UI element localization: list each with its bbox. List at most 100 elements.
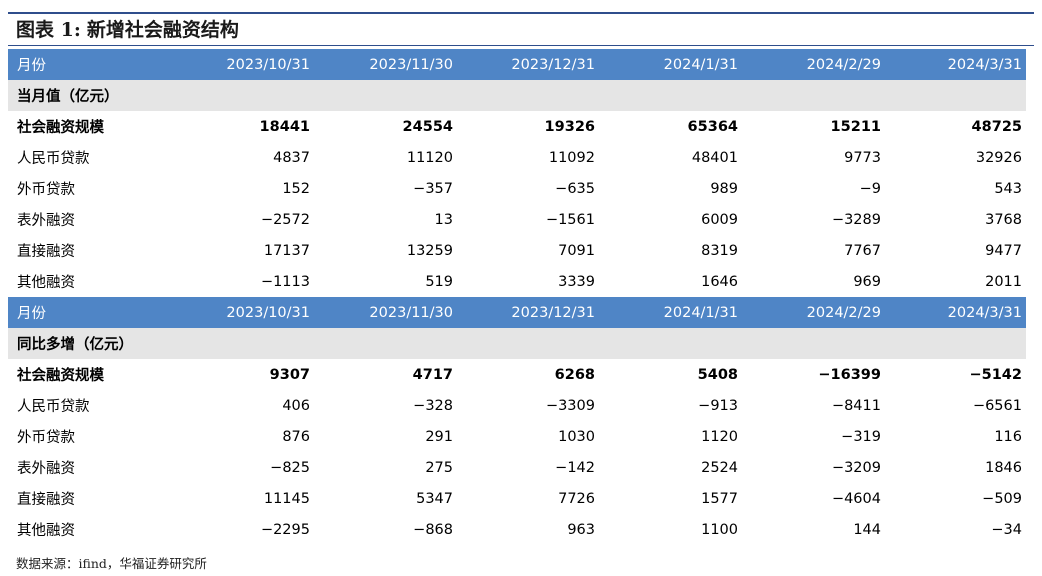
table-cell: 5347: [416, 490, 453, 507]
table-cell: −868: [413, 521, 453, 538]
header-label: 月份: [8, 49, 176, 80]
table-cell: −319: [841, 428, 881, 445]
table-cell: 8319: [701, 242, 738, 259]
column-header: 2024/2/29: [742, 49, 885, 80]
group-label: 当月值（亿元）: [8, 80, 1026, 111]
table-cell: 48401: [691, 149, 738, 166]
column-header: 2023/12/31: [457, 297, 599, 328]
table-cell: 3339: [558, 273, 595, 290]
header-label: 月份: [8, 297, 176, 328]
table-cell: −16399: [818, 366, 881, 383]
table-cell: −913: [698, 397, 738, 414]
table-cell: 9773: [844, 149, 881, 166]
table-cell: 963: [567, 521, 595, 538]
table-cell: 11092: [548, 149, 595, 166]
table-cell: 1120: [701, 428, 738, 445]
table-cell: 1846: [985, 459, 1022, 476]
column-header: 2024/1/31: [599, 297, 742, 328]
row-label: 社会融资规模: [17, 368, 104, 384]
row-label: 外币贷款: [17, 430, 75, 446]
table-cell: 24554: [402, 118, 453, 135]
table-cell: −2295: [260, 521, 310, 538]
table-cell: −4604: [831, 490, 881, 507]
table-cell: 6268: [554, 366, 595, 383]
row-label: 人民币贷款: [17, 399, 90, 415]
table-cell: 2524: [701, 459, 738, 476]
table-cell: 1030: [558, 428, 595, 445]
table-cell: 3768: [985, 211, 1022, 228]
table-cell: 1100: [701, 521, 738, 538]
social-financing-table: 月份 2023/10/31 2023/11/30 2023/12/31 2024/1/3…: [8, 49, 1026, 545]
table-row: 外币贷款 876 291 1030 1120 −319 116: [8, 421, 1026, 452]
total-row: 社会融资规模 9307 4717 6268 5408 −16399 −5142: [8, 359, 1026, 390]
row-label: 表外融资: [17, 461, 75, 477]
column-header: 2023/10/31: [176, 297, 314, 328]
table-cell: 1646: [701, 273, 738, 290]
total-row: 社会融资规模 18441 24554 19326 65364 15211 48725: [8, 111, 1026, 142]
table-cell: 7767: [844, 242, 881, 259]
table-cell: −825: [270, 459, 310, 476]
table-cell: −5142: [969, 366, 1022, 383]
top-rule: [8, 12, 1034, 14]
table-cell: 18441: [259, 118, 310, 135]
table-cell: 48725: [971, 118, 1022, 135]
table-cell: −635: [555, 180, 595, 197]
table-cell: −357: [413, 180, 453, 197]
table-cell: 4717: [412, 366, 453, 383]
table-row: 表外融资 −2572 13 −1561 6009 −3289 3768: [8, 204, 1026, 235]
table-body: 月份 2023/10/31 2023/11/30 2023/12/31 2024/1/3…: [8, 49, 1026, 545]
table-cell: −6561: [972, 397, 1022, 414]
row-label: 人民币贷款: [17, 151, 90, 167]
table-cell: 17137: [263, 242, 310, 259]
table-cell: 519: [425, 273, 453, 290]
table-row: 直接融资 17137 13259 7091 8319 7767 9477: [8, 235, 1026, 266]
table-cell: −34: [991, 521, 1022, 538]
figure-title-prefix: 图表 1:: [16, 19, 81, 41]
table-cell: 969: [853, 273, 881, 290]
table-cell: −509: [982, 490, 1022, 507]
table-row: 表外融资 −825 275 −142 2524 −3209 1846: [8, 452, 1026, 483]
table-cell: 1577: [701, 490, 738, 507]
header-row: 月份 2023/10/31 2023/11/30 2023/12/31 2024/1/3…: [8, 297, 1026, 328]
table-cell: 9307: [269, 366, 310, 383]
table-cell: −328: [413, 397, 453, 414]
column-header: 2024/2/29: [742, 297, 885, 328]
table-cell: 543: [994, 180, 1022, 197]
table-cell: −142: [555, 459, 595, 476]
table-cell: −3209: [831, 459, 881, 476]
header-row: 月份 2023/10/31 2023/11/30 2023/12/31 2024/1/3…: [8, 49, 1026, 80]
table-cell: 32926: [975, 149, 1022, 166]
row-label: 外币贷款: [17, 182, 75, 198]
column-header: 2024/3/31: [885, 49, 1026, 80]
row-label: 直接融资: [17, 244, 75, 260]
table-cell: −3309: [545, 397, 595, 414]
table-cell: 65364: [687, 118, 738, 135]
table-cell: 13259: [406, 242, 453, 259]
table-cell: 2011: [985, 273, 1022, 290]
table-cell: 275: [425, 459, 453, 476]
column-header: 2023/10/31: [176, 49, 314, 80]
table-cell: 5408: [697, 366, 738, 383]
figure-title-text: 新增社会融资结构: [86, 19, 239, 41]
table-cell: 152: [282, 180, 310, 197]
title-rule: [8, 45, 1034, 46]
table-cell: 19326: [544, 118, 595, 135]
table-cell: 876: [282, 428, 310, 445]
table-cell: 7726: [558, 490, 595, 507]
source-note: 数据来源：ifind，华福证券研究所: [16, 556, 207, 571]
group-label: 同比多增（亿元）: [8, 328, 1026, 359]
row-label: 直接融资: [17, 492, 75, 508]
table-row: 人民币贷款 406 −328 −3309 −913 −8411 −6561: [8, 390, 1026, 421]
table-cell: 11145: [263, 490, 310, 507]
group-row: 当月值（亿元）: [8, 80, 1026, 111]
table-cell: 116: [994, 428, 1022, 445]
table-cell: −1561: [545, 211, 595, 228]
column-header: 2024/1/31: [599, 49, 742, 80]
row-label: 其他融资: [17, 275, 75, 291]
table-cell: 989: [710, 180, 738, 197]
table-cell: 4837: [273, 149, 310, 166]
table-cell: 13: [434, 211, 453, 228]
table-cell: 11120: [406, 149, 453, 166]
table-row: 直接融资 11145 5347 7726 1577 −4604 −509: [8, 483, 1026, 514]
table-cell: −9: [859, 180, 881, 197]
